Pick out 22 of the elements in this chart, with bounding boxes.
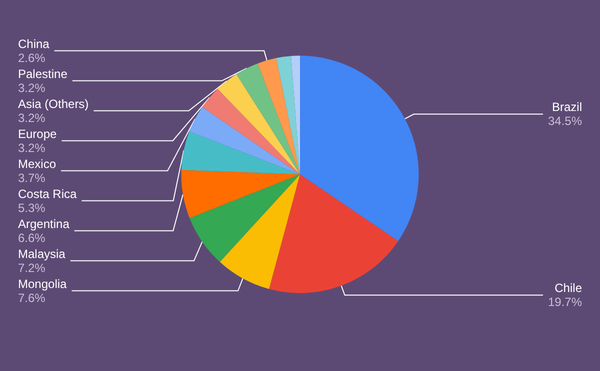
slice-label: Malaysia <box>18 246 66 261</box>
slice-label: Costa Rica <box>18 186 78 201</box>
data-label: 19.7% <box>548 295 582 310</box>
data-label: 7.2% <box>18 260 46 275</box>
slice-label: China <box>18 36 50 51</box>
data-label: 5.3% <box>18 200 46 215</box>
slice-label: Mexico <box>18 156 56 171</box>
data-label: 3.7% <box>18 170 46 185</box>
data-label: 3.2% <box>18 140 46 155</box>
slice-label: Palestine <box>18 66 68 81</box>
slice-label: Argentina <box>18 216 70 231</box>
slice-label: Europe <box>18 126 58 141</box>
slice-label: Brazil <box>552 100 582 114</box>
data-label: 2.6% <box>18 50 46 65</box>
data-label: 6.6% <box>18 230 46 245</box>
data-label: 7.6% <box>18 290 46 305</box>
data-label: 3.2% <box>18 110 46 125</box>
slice-label: Chile <box>554 281 582 296</box>
data-label: 3.2% <box>18 80 46 95</box>
slice-label: Mongolia <box>18 276 68 291</box>
data-label: 34.5% <box>548 114 582 128</box>
slice-label: Asia (Others) <box>18 96 89 111</box>
